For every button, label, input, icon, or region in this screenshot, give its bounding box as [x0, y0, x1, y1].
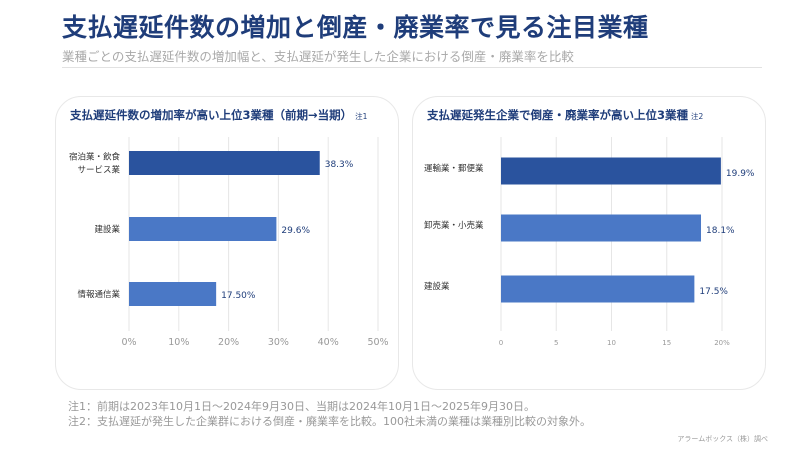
bar-value-label: 19.9%: [726, 169, 755, 179]
category-label: サービス業: [77, 165, 120, 176]
x-tick-label: 0%: [121, 337, 136, 348]
chart-title: 支払遅延発生企業で倒産・廃業率が高い上位3業種 注2: [427, 107, 703, 123]
footnote-1: 注1：前期は2023年10月1日～2024年9月30日、当期は2024年10月1…: [68, 400, 535, 413]
bar-value-label: 17.5%: [699, 287, 728, 297]
category-label: 建設業: [94, 224, 120, 235]
page-title: 支払遅延件数の増加と倒産・廃業率で見る注目業種: [62, 13, 649, 42]
title-divider: [62, 67, 762, 68]
x-tick-label: 0: [499, 339, 503, 347]
x-tick-label: 15: [662, 339, 671, 347]
footnotes: 注1：前期は2023年10月1日～2024年9月30日、当期は2024年10月1…: [68, 399, 591, 429]
chart-title-note: 注1: [355, 112, 368, 121]
bar-value-label: 17.50%: [221, 291, 256, 301]
bar-value-label: 29.6%: [281, 226, 310, 236]
category-label: 宿泊業・飲食: [69, 152, 121, 163]
bar-chart-bankruptcy-rate: 0 5 10 15 20% 19.9% 運輸業・郵便業 18.1% 卸売業・小売業 17.5% 建設…: [424, 137, 755, 347]
bar: [129, 217, 277, 241]
x-tick-label: 40%: [318, 337, 339, 348]
x-tick-label: 5: [554, 339, 558, 347]
bar-value-label: 18.1%: [706, 226, 735, 236]
footnote-2: 注2：支払遅延が発生した企業群における倒産・廃業率を比較。100社未満の業種は業…: [68, 415, 591, 428]
x-tick-label: 20%: [714, 339, 730, 347]
chart-title-note: 注2: [691, 112, 704, 121]
category-label: 運輸業・郵便業: [424, 163, 484, 174]
bar: [501, 157, 721, 185]
source-credit: アラームボックス（株）調べ: [677, 435, 768, 443]
page-subtitle: 業種ごとの支払遅延件数の増加幅と、支払遅延が発生した企業における倒産・廃業率を比…: [62, 49, 574, 64]
x-tick-label: 10%: [168, 337, 189, 348]
category-label: 情報通信業: [77, 289, 120, 300]
x-tick-label: 20%: [218, 337, 239, 348]
x-tick-label: 30%: [268, 337, 289, 348]
chart-title-text: 支払遅延件数の増加率が高い上位3業種（前期→当期）: [70, 108, 353, 122]
bar: [501, 214, 702, 242]
chart-title-text: 支払遅延発生企業で倒産・廃業率が高い上位3業種: [427, 108, 688, 122]
chart-panel-delay-increase: 支払遅延件数の増加率が高い上位3業種（前期→当期） 注1 0% 10% 20% 30% 4…: [55, 96, 399, 390]
bar: [501, 275, 695, 303]
category-label: 卸売業・小売業: [424, 220, 484, 231]
bar-value-label: 38.3%: [325, 160, 354, 170]
x-tick-label: 10: [607, 339, 616, 347]
bar: [129, 151, 320, 175]
x-tick-label: 50%: [367, 337, 388, 348]
chart-panel-bankruptcy-rate: 支払遅延発生企業で倒産・廃業率が高い上位3業種 注2 0 5 10 15 20% 19.9%…: [412, 96, 766, 390]
category-label: 建設業: [424, 281, 450, 292]
bar: [129, 282, 217, 306]
chart-title: 支払遅延件数の増加率が高い上位3業種（前期→当期） 注1: [70, 107, 367, 123]
